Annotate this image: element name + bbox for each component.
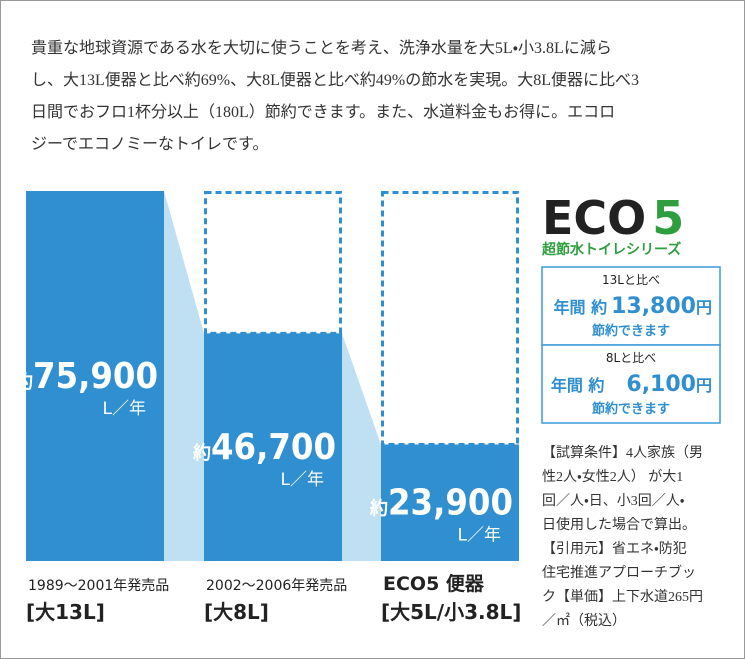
- savings-note: 節約できます: [592, 323, 670, 339]
- conditions-line: 住宅推進アプローチブッ: [542, 564, 696, 581]
- value-unit: L／年: [281, 470, 324, 490]
- category-label: [大8L]: [204, 600, 269, 624]
- text-part: 75,900: [33, 356, 158, 397]
- text-part: 13,800: [611, 294, 696, 319]
- conditions-line: ク【単価】上下水道265円: [542, 589, 703, 605]
- savings-amount: 年間 約 6,100円: [551, 372, 712, 397]
- category-note: 2002～2006年発売品: [206, 578, 347, 594]
- text-part: 約: [369, 498, 388, 520]
- value-unit: L／年: [103, 399, 146, 419]
- savings-compare: 8Lと比べ: [606, 351, 656, 365]
- conditions-line: 【引用元】省エネ・防犯: [542, 541, 687, 557]
- text-part: ECO: [542, 191, 646, 245]
- intro-line: し、大13L便器と比べ約69%、大8L便器と比べ約49%の節水を実現。大8L便器…: [31, 71, 639, 89]
- category-note: 1989～2001年発売品: [28, 578, 169, 594]
- connector: [342, 333, 381, 561]
- intro-line: 日間でおフロ1杯分以上（180L）節約できます。また、水道料金もお得に。エコロ: [31, 103, 615, 121]
- text-part: 23,900: [388, 483, 513, 524]
- conditions-line: 回／人・日、小3回／人・: [542, 493, 685, 509]
- category-label: [大5L/小3.8L]: [381, 600, 521, 624]
- text-part: 円: [696, 376, 712, 395]
- savings-note: 節約できます: [592, 401, 670, 417]
- text-part: 円: [696, 298, 712, 317]
- savings-compare: 13Lと比べ: [602, 273, 660, 287]
- savings-box: [541, 344, 721, 424]
- savings-amount: 年間 約 13,800円: [554, 294, 713, 319]
- logo: ECO 5: [542, 191, 684, 245]
- conditions-line: 性2人・女性2人） が大1: [542, 469, 683, 485]
- savings-box: [541, 266, 721, 346]
- value-unit: L／年: [458, 526, 501, 546]
- intro-line: ジーでエコノミーなトイレです。: [31, 135, 268, 153]
- category-label: [大13L]: [26, 600, 105, 624]
- intro-line: 貴重な地球資源である水を大切に使うことを考え、洗浄水量を大5L・小3.8Lに減ら: [31, 39, 612, 57]
- logo-tagline: 超節水トイレシリーズ: [541, 241, 681, 258]
- text-part: 6,100: [626, 372, 696, 397]
- text-part: 46,700: [211, 427, 336, 468]
- value-label: 約46,700: [192, 427, 336, 468]
- previous-level-outline: [204, 191, 342, 335]
- bar: [204, 333, 342, 561]
- value-label: 約23,900: [369, 483, 513, 524]
- conditions-line: 【試算条件】4人家族（男: [542, 444, 703, 461]
- text-part: 年間 約: [554, 298, 608, 317]
- text-part: 年間 約: [551, 376, 605, 395]
- text-part: 5: [652, 191, 684, 245]
- text-part: 約: [14, 371, 33, 393]
- bar: [381, 444, 519, 561]
- value-label: 約75,900: [14, 356, 158, 397]
- conditions-line: 日使用した場合で算出。: [542, 516, 696, 533]
- text-part: 約: [192, 442, 211, 464]
- bar: [26, 191, 164, 561]
- previous-level-outline: [381, 191, 519, 446]
- category-note: ECO5 便器: [383, 573, 485, 595]
- conditions-line: ／㎡（税込）: [542, 613, 626, 629]
- connector: [164, 191, 204, 561]
